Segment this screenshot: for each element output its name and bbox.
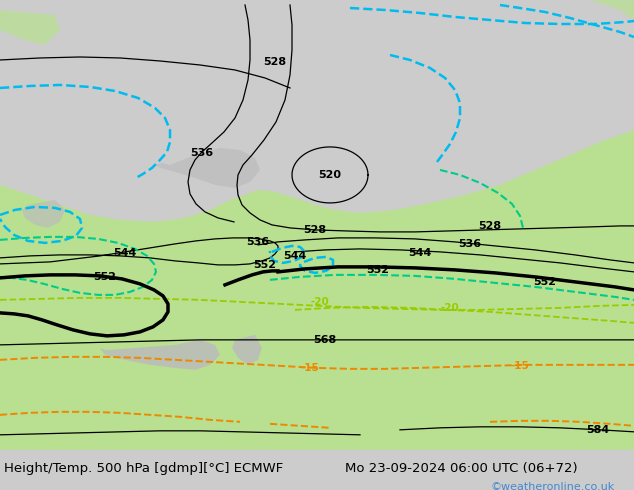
Polygon shape	[0, 130, 634, 450]
Polygon shape	[550, 0, 634, 20]
Text: 528: 528	[479, 221, 501, 231]
Text: 536: 536	[247, 237, 269, 247]
Text: 568: 568	[313, 335, 337, 345]
Text: Mo 23-09-2024 06:00 UTC (06+72): Mo 23-09-2024 06:00 UTC (06+72)	[345, 462, 578, 475]
Text: 552: 552	[93, 272, 117, 282]
Text: 536: 536	[458, 239, 482, 249]
Polygon shape	[100, 340, 220, 370]
Text: -20: -20	[311, 297, 330, 307]
Polygon shape	[232, 335, 262, 365]
Text: 544: 544	[283, 251, 307, 261]
Text: 528: 528	[264, 57, 287, 67]
Text: 528: 528	[304, 225, 327, 235]
Text: 552: 552	[366, 265, 389, 275]
Text: 544: 544	[113, 248, 137, 258]
Polygon shape	[0, 10, 60, 45]
Text: 520: 520	[318, 170, 342, 180]
Text: 536: 536	[190, 148, 214, 158]
Text: 552: 552	[254, 260, 276, 270]
Text: 552: 552	[533, 277, 557, 287]
Polygon shape	[22, 200, 65, 228]
Text: 544: 544	[408, 248, 432, 258]
Text: 584: 584	[586, 425, 610, 435]
Text: -20: -20	[441, 303, 460, 313]
Text: ©weatheronline.co.uk: ©weatheronline.co.uk	[490, 482, 614, 490]
Polygon shape	[155, 148, 260, 188]
Text: -15: -15	[510, 361, 529, 371]
Text: Height/Temp. 500 hPa [gdmp][°C] ECMWF: Height/Temp. 500 hPa [gdmp][°C] ECMWF	[4, 462, 283, 475]
Text: -15: -15	[301, 363, 320, 373]
